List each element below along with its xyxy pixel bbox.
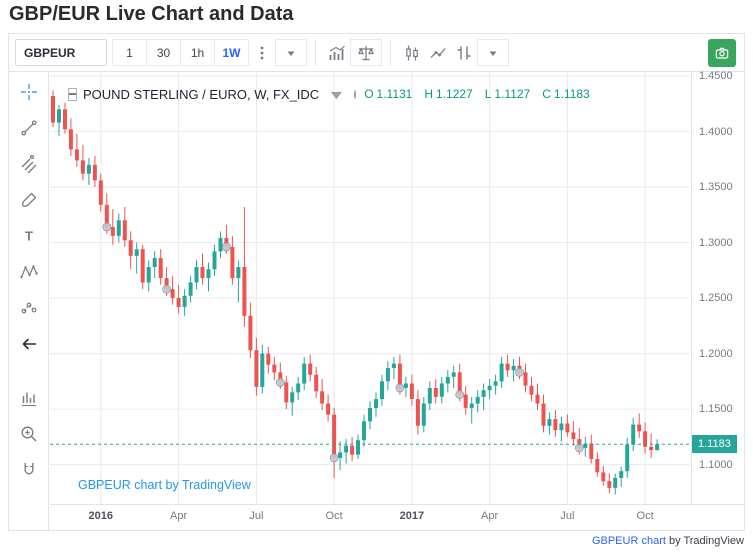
- time-tick-label: Oct: [636, 510, 654, 522]
- bottom-attribution-link[interactable]: GBPEUR chart: [591, 535, 666, 547]
- toolbar-separator: [315, 39, 316, 66]
- page-title: GBP/EUR Live Chart and Data: [9, 3, 294, 25]
- snapshot-camera-icon[interactable]: [708, 38, 736, 67]
- price-tick-label: 1.2000: [699, 347, 733, 360]
- tradingview-widget: GBPEUR 1 30 1h 1W: [8, 33, 745, 531]
- price-tick-label: 1.1500: [699, 403, 733, 416]
- interval-dropdown-icon[interactable]: [275, 39, 307, 66]
- interval-button-1h[interactable]: 1h: [180, 39, 215, 66]
- forecast-icon[interactable]: [15, 294, 43, 322]
- compare-scales-icon[interactable]: [350, 39, 382, 66]
- magnet-icon[interactable]: [15, 456, 43, 484]
- price-tick-label: 1.4000: [699, 125, 733, 138]
- trend-line-icon[interactable]: [15, 114, 43, 142]
- bar-measure-icon[interactable]: [15, 384, 43, 412]
- line-style-icon[interactable]: [425, 39, 451, 66]
- time-tick-label: Apr: [481, 510, 499, 522]
- price-tick-label: 1.3000: [699, 236, 733, 249]
- plot-region[interactable]: POUND STERLING / EURO, W, FX_IDC O 1.1131…: [50, 72, 690, 504]
- symbol-search[interactable]: GBPEUR: [15, 39, 107, 66]
- ohlc-low: L 1.1127: [484, 87, 531, 102]
- more-dots-icon[interactable]: [249, 39, 275, 66]
- bottom-attribution-suffix: by TradingView: [665, 535, 744, 547]
- time-tick-label: 2016: [88, 510, 114, 522]
- collapse-series-icon[interactable]: [68, 87, 77, 101]
- chart-legend: POUND STERLING / EURO, W, FX_IDC O 1.1131…: [68, 83, 593, 106]
- brush-icon[interactable]: [15, 186, 43, 214]
- interval-button-1w[interactable]: 1W: [214, 39, 249, 66]
- pitchfork-icon[interactable]: [15, 150, 43, 178]
- svg-text:T: T: [25, 229, 33, 244]
- text-icon[interactable]: T: [15, 222, 43, 250]
- time-tick-label: Jul: [560, 510, 575, 522]
- time-tick-label: Jul: [249, 510, 264, 522]
- candlestick-plot[interactable]: [50, 72, 690, 504]
- ohlc-close: C 1.1183: [542, 87, 590, 102]
- crosshair-icon[interactable]: [15, 78, 43, 106]
- visibility-icon[interactable]: [353, 89, 357, 99]
- ohlc-high: H 1.1227: [424, 87, 473, 102]
- chart-area: POUND STERLING / EURO, W, FX_IDC O 1.1131…: [50, 70, 744, 530]
- interval-button-30m[interactable]: 30: [146, 39, 181, 66]
- legend-caret-icon[interactable]: [325, 83, 348, 106]
- ohlc-values: O 1.1131 H 1.1227 L 1.1127 C 1.1183: [364, 87, 593, 101]
- interval-button-1m[interactable]: 1: [112, 39, 147, 66]
- indicators-icon[interactable]: [324, 39, 350, 66]
- xabcd-pattern-icon[interactable]: [15, 258, 43, 286]
- bottom-attribution: GBPEUR chart by TradingView: [592, 535, 744, 547]
- tradingview-attribution-link[interactable]: GBPEUR chart by TradingView: [78, 478, 251, 492]
- symbol-label: GBPEUR: [24, 45, 76, 60]
- chart-toolbar: GBPEUR 1 30 1h 1W: [9, 34, 744, 72]
- style-dropdown-icon[interactable]: [477, 39, 509, 66]
- current-price-badge: 1.1183: [692, 435, 737, 454]
- drawing-toolbar: T: [9, 72, 49, 530]
- candlestick-style-icon[interactable]: [399, 39, 425, 66]
- price-tick-label: 1.4500: [699, 70, 733, 82]
- price-tick-label: 1.3500: [699, 181, 733, 194]
- toolbar-separator: [390, 39, 391, 66]
- price-tick-label: 1.2500: [699, 292, 733, 305]
- time-tick-label: Apr: [170, 510, 188, 522]
- time-axis[interactable]: 2016 Apr Jul Oct 2017 Apr Jul Oct: [50, 504, 744, 529]
- time-tick-label: 2017: [399, 510, 425, 522]
- back-arrow-icon[interactable]: [15, 330, 43, 358]
- series-title: POUND STERLING / EURO, W, FX_IDC: [83, 86, 320, 102]
- ohlc-open: O 1.1131: [364, 87, 413, 102]
- compare-icon[interactable]: [451, 39, 477, 66]
- price-tick-label: 1.1000: [699, 458, 733, 471]
- time-tick-label: Oct: [325, 510, 343, 522]
- price-axis[interactable]: 1.4500 1.4000 1.3500 1.3000 1.2500 1.2000 1.15…: [691, 70, 744, 504]
- zoom-in-icon[interactable]: [15, 420, 43, 448]
